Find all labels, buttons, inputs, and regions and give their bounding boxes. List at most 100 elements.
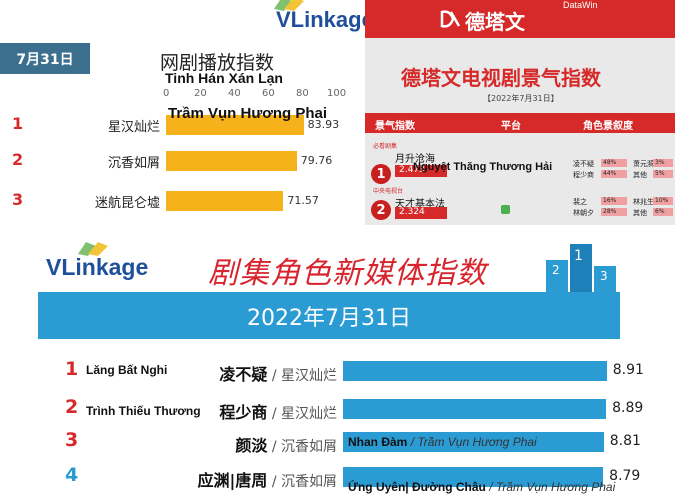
vlinkage-logo: VLinkage <box>46 242 149 281</box>
chart-title: 网剧播放指数 <box>160 52 275 74</box>
role-name: 林兆生 <box>633 198 654 206</box>
drama-name: 星汉灿烂 <box>107 120 160 135</box>
role-name: 其他 <box>633 171 647 179</box>
chart-row: 2 沉香如屑 79.76 <box>0 150 365 172</box>
overlay-character-name: Trình Thiếu Thương <box>86 404 201 418</box>
role-name: 凌不疑 <box>573 160 594 168</box>
bar <box>166 191 284 211</box>
data-label: 8.89 <box>612 400 644 416</box>
date-band: 2022年7月31日 <box>38 292 620 339</box>
data-label: 83.93 <box>307 118 340 131</box>
drama-name: 沉香如屑 <box>107 156 160 171</box>
role-name: 萧元漪 <box>633 160 654 168</box>
overlay-caption: Nguyệt Thăng Thương Hải <box>413 161 553 173</box>
data-label: 8.91 <box>612 362 644 378</box>
logo-text: VLinkage <box>46 254 149 280</box>
rank-badge: 2 <box>371 200 391 220</box>
role-name: 程少商 <box>573 171 594 179</box>
overlay-note-show: / Trầm Vụn Hương Phai <box>410 435 537 449</box>
bar <box>343 432 604 452</box>
chart-row: 3 颜淡 / 沉香如屑 8.81 <box>38 429 641 455</box>
row-tag: 中央电视台 <box>373 188 404 195</box>
role-pct: 28% <box>601 208 627 216</box>
x-tick: 40 <box>228 88 241 99</box>
show-name: 月升沧海 <box>395 154 435 165</box>
index-score: 2.324 <box>395 207 447 219</box>
data-label: 8.81 <box>609 433 641 449</box>
character-name: 颜淡 <box>235 436 268 455</box>
character-label: 应渊|唐周 / 沉香如屑 <box>198 467 337 491</box>
character-name: 应渊|唐周 <box>197 471 268 490</box>
svg-text:2: 2 <box>552 263 560 277</box>
role-pct: 16% <box>601 197 627 205</box>
rank-number: 1 <box>65 358 79 380</box>
overlay-title: Tinh Hán Xán Lạn <box>165 70 283 86</box>
character-label: 凌不疑 / 星汉灿烂 <box>219 361 337 385</box>
role-name: 其他 <box>633 209 647 217</box>
x-tick: 20 <box>194 88 207 99</box>
datawin-tv-index-panel: 德塔文 DataWin 德塔文电视剧景气指数 【2022年7月31日】 景气指数… <box>365 0 675 225</box>
logo-text: VLinkage <box>276 7 374 32</box>
table-header: 景气指数 平台 角色景叙度 <box>365 113 675 133</box>
role-name: 林朝夕 <box>573 209 594 217</box>
book-icon <box>274 0 304 11</box>
rank-number: 2 <box>12 150 24 169</box>
overlay-note-name: Ứng Uyên| Đường Châu <box>348 480 486 494</box>
role-pct: 10% <box>653 197 673 205</box>
row-tag: 必看剧集 <box>373 143 398 150</box>
rank-number: 4 <box>65 464 79 486</box>
vlinkage-logo: VLinkage <box>274 0 374 33</box>
overlay-note: Nhan Đàm / Trầm Vụn Hương Phai <box>348 435 537 449</box>
role-pct: 3% <box>653 159 673 167</box>
overlay-note-name: Nhan Đàm <box>348 435 408 449</box>
book-icon <box>78 242 108 256</box>
rank-number: 3 <box>65 429 79 451</box>
data-label: 79.76 <box>300 154 333 167</box>
character-media-index-panel: VLinkage 剧集角色新媒体指数 1 2 3 2022年7月31日 1 Lă… <box>38 226 644 500</box>
podium-icon: 1 2 3 <box>546 244 616 292</box>
datawin-logo-icon <box>440 10 461 28</box>
rank-number: 3 <box>12 190 24 209</box>
character-name: 程少商 <box>219 403 268 422</box>
overlay-character-name: Lăng Bất Nghi <box>86 363 168 377</box>
datawin-header: 德塔文 DataWin <box>365 0 675 38</box>
header-cell: 角色景叙度 <box>583 121 633 132</box>
bar <box>343 361 607 381</box>
platform-icon <box>501 205 510 214</box>
character-name: 凌不疑 <box>219 365 268 384</box>
chart-row: 1 星汉灿烂 83.93 <box>0 114 365 136</box>
x-tick: 60 <box>262 88 275 99</box>
role-pct: 44% <box>601 170 627 178</box>
chart-row: 2 Trình Thiếu Thương 程少商 / 星汉灿烂 8.89 <box>38 396 643 422</box>
rank-number: 2 <box>65 396 79 418</box>
role-pct: 6% <box>653 208 673 216</box>
rank-number: 1 <box>12 114 24 133</box>
x-tick: 0 <box>163 88 170 99</box>
bar <box>343 399 607 419</box>
overlay-note-show: / Trầm Vụn Hương Phai <box>489 480 616 494</box>
bar <box>343 467 604 487</box>
x-tick: 100 <box>327 88 347 99</box>
brand-name: 德塔文 <box>465 10 525 34</box>
overlay-highlight: Trầm Vụn Hương Phai <box>168 105 328 122</box>
chart-row: 1 Lăng Bất Nghi 凌不疑 / 星汉灿烂 8.91 <box>38 358 644 385</box>
data-label: 8.79 <box>609 468 641 484</box>
role-name: 裴之 <box>573 198 587 206</box>
bar <box>166 151 297 171</box>
chart-row: 4 应渊|唐周 / 沉香如屑 8.79 <box>38 464 640 491</box>
drama-name: 迷航昆仑墟 <box>94 196 160 211</box>
brand-sub: DataWin <box>563 0 598 10</box>
index-score: 2.473 <box>395 165 447 177</box>
rank-badge: 1 <box>371 164 391 184</box>
role-pct: 5% <box>653 170 673 178</box>
role-pct: 48% <box>601 159 627 167</box>
web-drama-play-index-panel: 7月31日 VLinkage 网剧播放指数 Tinh Hán Xán Lạn 0… <box>0 0 374 225</box>
show-name: 天才基本法 <box>395 199 445 210</box>
svg-text:1: 1 <box>574 248 583 264</box>
show-name: / 星汉灿烂 <box>267 406 337 422</box>
show-name: / 沉香如屑 <box>267 439 337 455</box>
chart-row: 3 迷航昆仑墟 71.57 <box>0 190 365 212</box>
index-date: 【2022年7月31日】 <box>483 94 559 103</box>
show-name: / 星汉灿烂 <box>267 368 337 384</box>
header-cell: 景气指数 <box>375 121 415 132</box>
